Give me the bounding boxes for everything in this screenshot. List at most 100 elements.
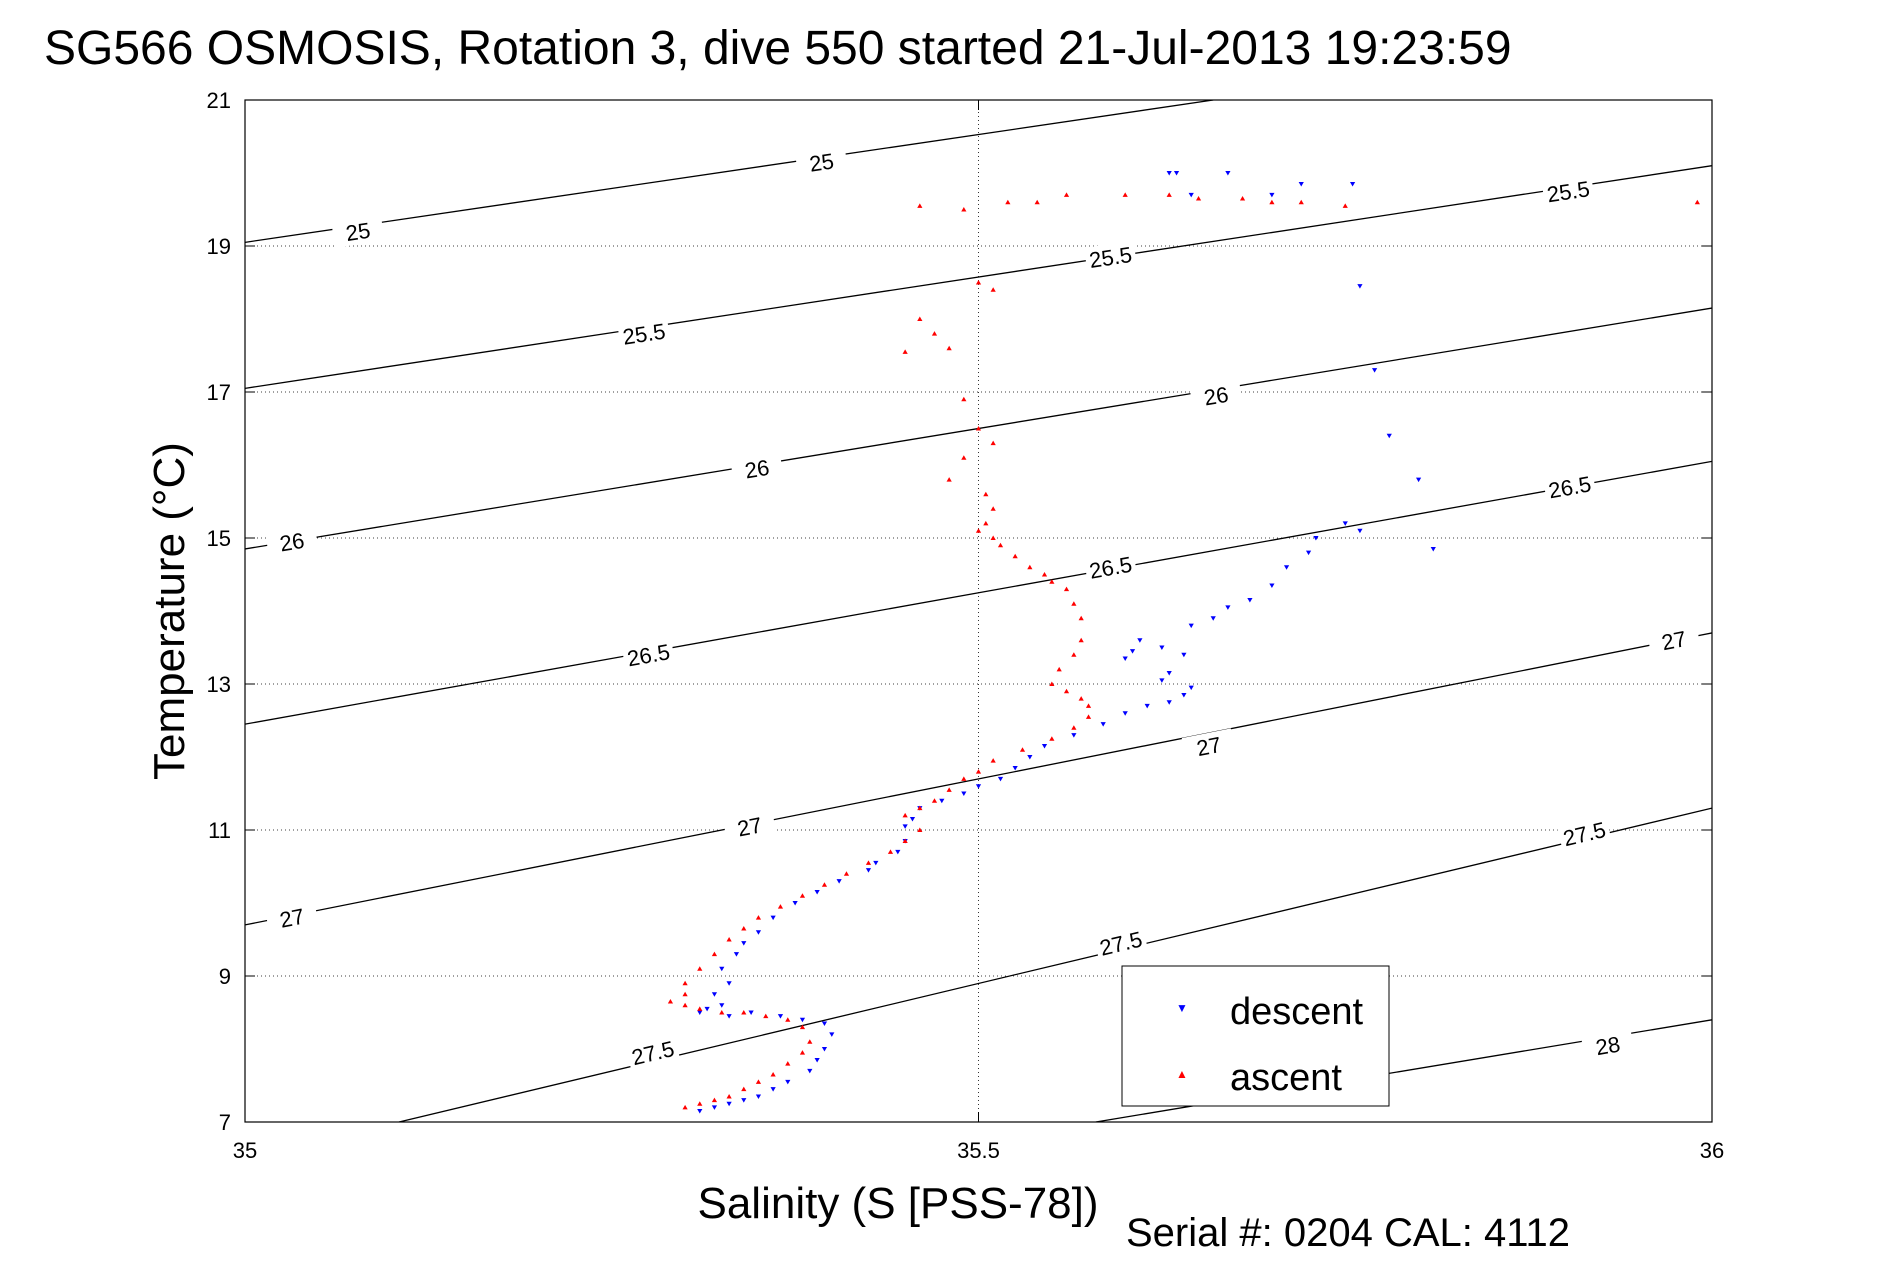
ascent-point: [902, 349, 908, 354]
ascent-point: [887, 849, 894, 854]
ascent-point: [961, 776, 967, 781]
y-tick-label: 9: [219, 964, 231, 989]
descent-point: [1313, 536, 1319, 541]
data-series: [667, 171, 1700, 1114]
ascent-point: [697, 1006, 703, 1011]
descent-point: [1181, 652, 1187, 658]
ascent-point: [917, 203, 923, 208]
ascent-point: [711, 951, 718, 957]
descent-point: [770, 1087, 776, 1092]
ascent-point: [1694, 199, 1700, 205]
ascent-point: [697, 1101, 703, 1106]
ascent-point: [1012, 553, 1018, 559]
ascent-point: [975, 528, 982, 533]
descent-point: [719, 966, 725, 972]
descent-point: [770, 915, 776, 921]
ascent-point: [711, 1097, 718, 1103]
ascent-point: [770, 1072, 776, 1077]
ascent-point: [667, 999, 674, 1004]
density-contour-line: [398, 807, 1712, 1122]
contour-label-bg: [1181, 728, 1236, 764]
descent-point: [865, 868, 872, 873]
legend-marker-descent: ▼: [1176, 1001, 1188, 1015]
descent-point: [1371, 368, 1378, 373]
density-contour-line: [245, 165, 1712, 389]
ascent-point: [975, 426, 982, 431]
descent-point: [1357, 284, 1363, 289]
ascent-point: [961, 455, 967, 460]
contour-label-bg: [730, 451, 784, 486]
contour-label-bg: [1646, 622, 1701, 658]
descent-point: [711, 1105, 718, 1110]
descent-point: [1225, 605, 1231, 610]
descent-point: [1166, 700, 1172, 705]
x-axis-label: Salinity (S [PSS-78]): [697, 1179, 1098, 1228]
ascent-point: [1078, 615, 1084, 621]
descent-point: [1188, 192, 1194, 198]
ascent-point: [1063, 688, 1070, 694]
ascent-point: [719, 1010, 725, 1015]
ascent-point: [1027, 564, 1033, 570]
descent-point: [1188, 685, 1194, 691]
legend: ▼ descent ▲ ascent: [1121, 965, 1390, 1107]
descent-point: [829, 1032, 835, 1037]
descent-point: [1071, 733, 1077, 738]
ascent-point: [1078, 637, 1084, 643]
ascent-point: [990, 758, 996, 763]
y-tick-label: 17: [207, 380, 231, 405]
descent-point: [748, 1010, 754, 1015]
descent-point: [1166, 671, 1172, 676]
contour-label: 26: [278, 528, 306, 557]
contour-label-bg: [722, 808, 777, 844]
density-contour-line: [245, 632, 1712, 926]
descent-point: [1357, 528, 1363, 534]
ascent-point: [983, 520, 989, 526]
descent-point: [961, 791, 967, 796]
ascent-point: [902, 838, 908, 843]
ascent-point: [1063, 192, 1070, 197]
ascent-point: [1034, 199, 1040, 205]
contour-label-bg: [264, 899, 320, 936]
descent-point: [1225, 171, 1231, 176]
contour-label: 25: [344, 218, 372, 246]
ascent-point: [983, 491, 989, 497]
descent-point: [997, 776, 1004, 782]
y-tick-label: 7: [219, 1110, 231, 1135]
ascent-point: [1239, 196, 1246, 201]
ascent-point: [902, 812, 908, 818]
descent-point: [814, 1057, 820, 1063]
descent-point: [1349, 181, 1356, 187]
ascent-point: [1085, 714, 1092, 719]
ascent-point: [682, 1002, 688, 1008]
ascent-point: [1049, 681, 1055, 686]
ascent-point: [843, 871, 850, 876]
legend-marker-ascent: ▲: [1176, 1067, 1188, 1081]
ascent-point: [1166, 192, 1172, 197]
descent-point: [726, 981, 732, 986]
descent-point: [1188, 623, 1194, 629]
descent-point: [1298, 181, 1304, 187]
ascent-point: [931, 798, 938, 803]
descent-point: [1129, 649, 1136, 654]
axis-ticks: 35 35.5 36 7 9 11 13 15 17 19 21: [207, 88, 1725, 1163]
contour-label: 25: [808, 148, 836, 176]
ascent-point: [763, 1013, 769, 1019]
density-contour-line: [245, 100, 1214, 243]
ascent-point: [682, 980, 688, 986]
ascent-point: [777, 904, 784, 909]
legend-box: [1121, 965, 1390, 1107]
descent-point: [1181, 692, 1187, 698]
contour-label: 27: [735, 812, 764, 841]
ascent-point: [1078, 696, 1084, 701]
ascent-point: [785, 1017, 791, 1022]
contour-label-bg: [1542, 469, 1597, 505]
descent-point: [1137, 638, 1143, 643]
ascent-point: [741, 1010, 747, 1015]
descent-point: [726, 1101, 732, 1107]
descent-point: [821, 1021, 828, 1026]
descent-point: [733, 952, 740, 957]
descent-point: [1159, 645, 1165, 650]
descent-point: [1041, 744, 1048, 749]
serial-cal-footer: Serial #: 0204 CAL: 4112: [1126, 1211, 1570, 1255]
